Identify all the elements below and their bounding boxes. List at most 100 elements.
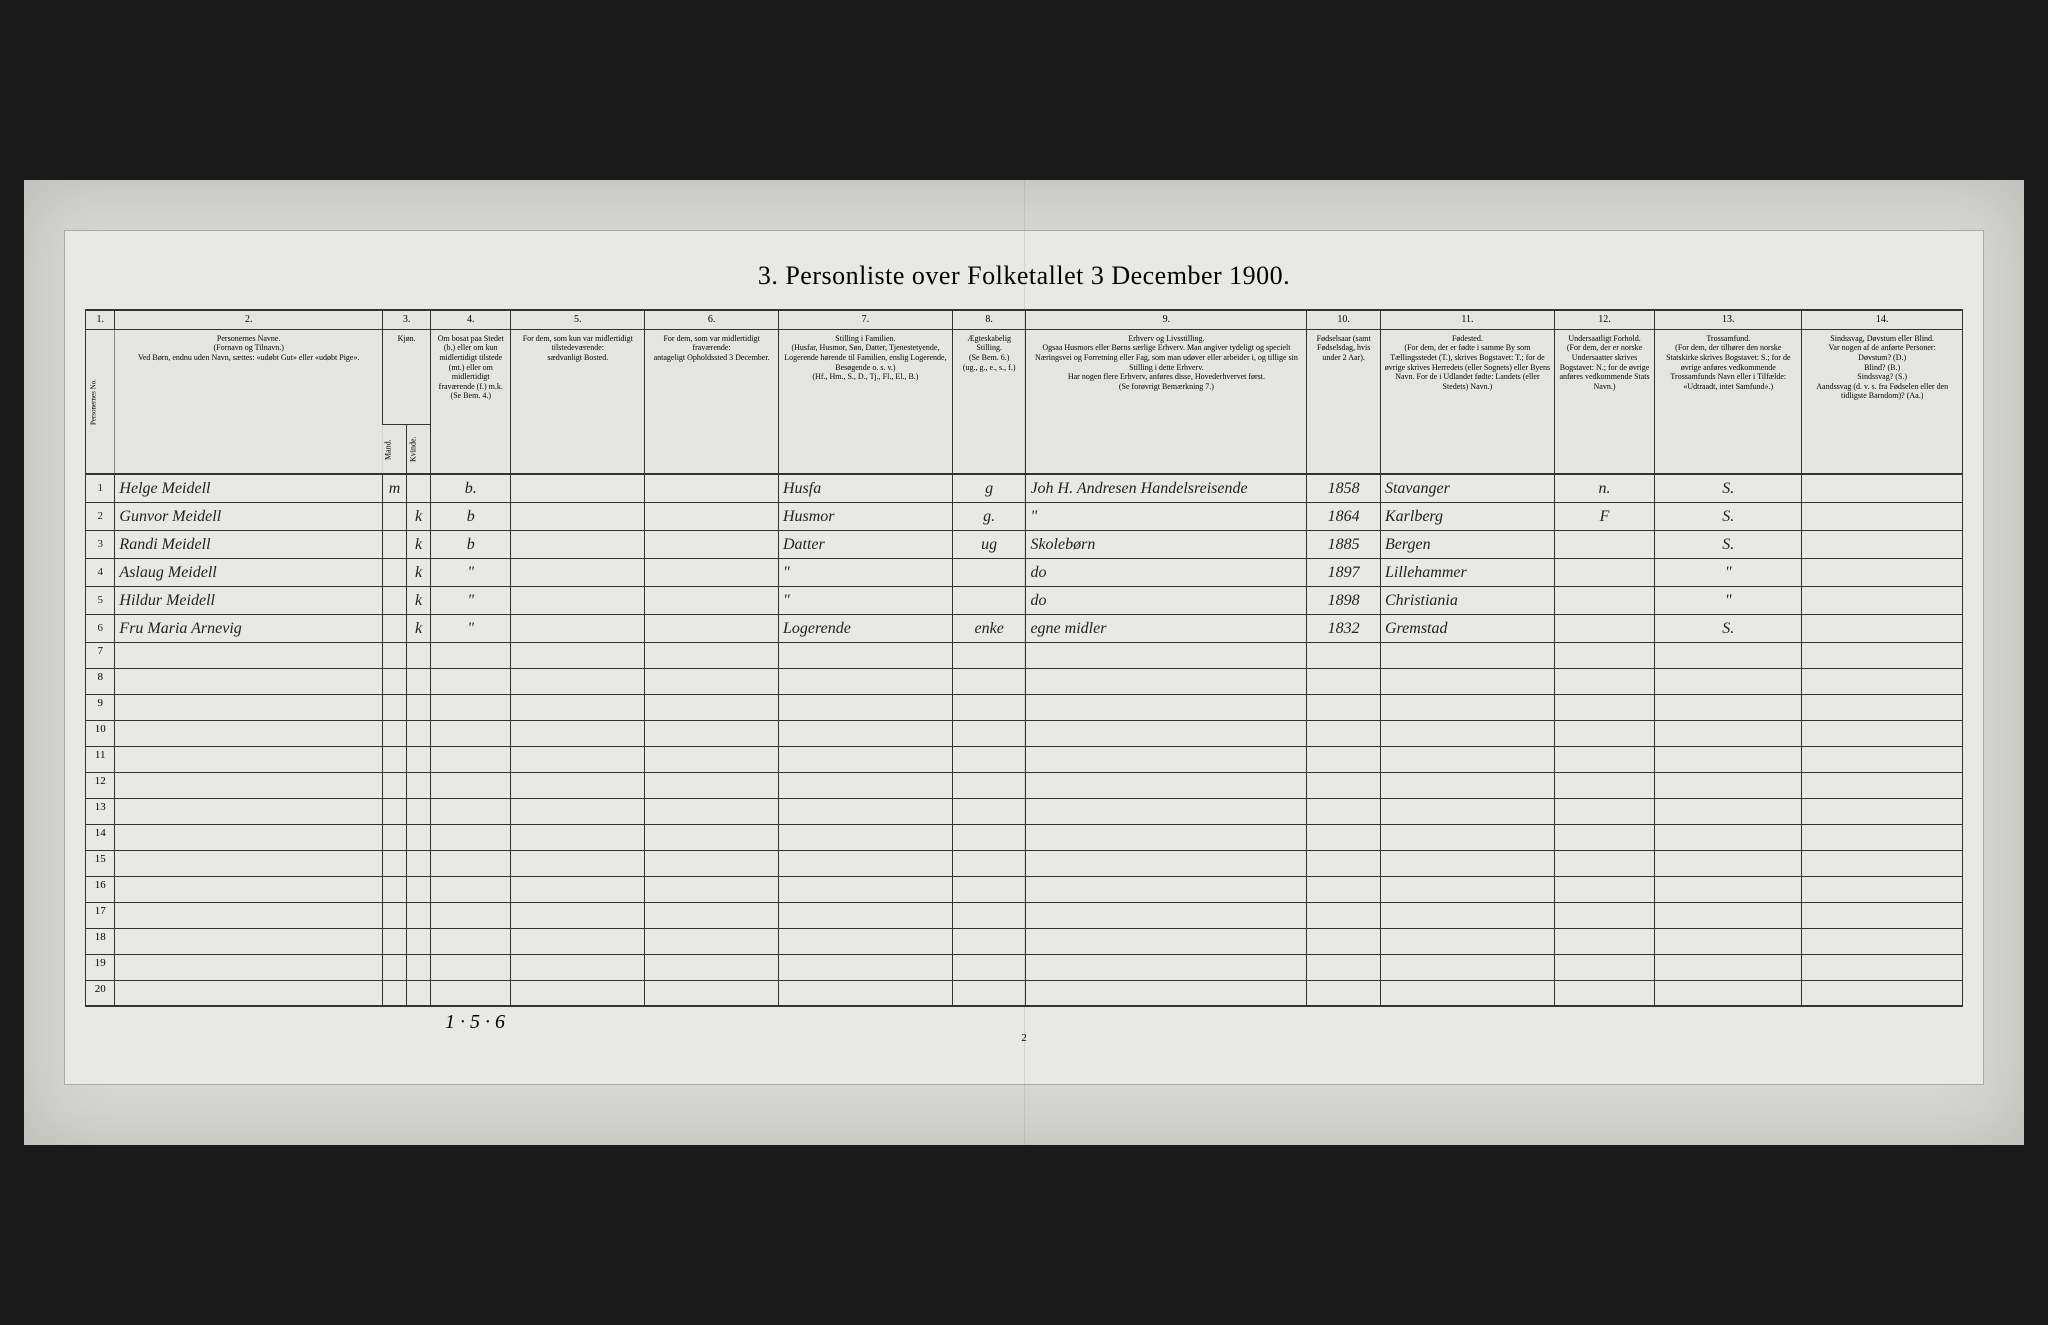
cell-empty [431,954,511,980]
cell-empty [952,694,1026,720]
cell-empty [511,642,645,668]
cell-num: 3 [86,530,115,558]
cell-empty [1802,694,1963,720]
cell-birthplace: Christiania [1380,586,1554,614]
cell-temp-pres [511,502,645,530]
cell-empty [1307,772,1381,798]
cell-empty [1554,980,1654,1006]
cell-occupation: do [1026,586,1307,614]
cell-empty [1380,876,1554,902]
cell-empty [952,928,1026,954]
cell-sex-k: k [407,530,431,558]
cell-empty [1554,642,1654,668]
cell-empty [1380,954,1554,980]
cell-empty [1307,694,1381,720]
cell-sex-m [382,502,406,530]
cell-empty [952,720,1026,746]
cell-num: 19 [86,954,115,980]
header-marital: Ægteskabelig Stilling. (Se Bem. 6.) (ug.… [952,329,1026,474]
cell-empty [407,980,431,1006]
cell-sex-k [407,474,431,502]
col-num-2: 2. [115,310,383,330]
cell-empty [1655,928,1802,954]
cell-empty [407,772,431,798]
cell-empty [407,798,431,824]
cell-empty [1802,798,1963,824]
cell-empty [952,850,1026,876]
cell-empty [778,668,952,694]
cell-empty [1380,720,1554,746]
cell-sex-k: k [407,558,431,586]
cell-empty [1655,902,1802,928]
cell-empty [1802,668,1963,694]
cell-empty [431,642,511,668]
cell-empty [511,824,645,850]
cell-empty [778,720,952,746]
cell-empty [778,694,952,720]
cell-disability [1802,502,1963,530]
cell-empty [115,876,383,902]
cell-empty [1026,954,1307,980]
cell-empty [407,668,431,694]
cell-empty [1026,720,1307,746]
cell-position: Husmor [778,502,952,530]
cell-empty [382,980,406,1006]
col-num-7: 7. [778,310,952,330]
cell-num: 12 [86,772,115,798]
cell-empty [407,694,431,720]
col-num-11: 11. [1380,310,1554,330]
scanned-page: 3. Personliste over Folketallet 3 Decemb… [24,180,2024,1146]
cell-disability [1802,586,1963,614]
cell-num: 2 [86,502,115,530]
cell-empty [1026,746,1307,772]
cell-empty [115,798,383,824]
cell-temp-pres [511,558,645,586]
cell-empty [407,928,431,954]
cell-empty [407,902,431,928]
col-num-5: 5. [511,310,645,330]
cell-empty [1802,772,1963,798]
cell-sex-k: k [407,586,431,614]
cell-empty [645,954,779,980]
cell-occupation: " [1026,502,1307,530]
cell-empty [645,642,779,668]
cell-empty [778,876,952,902]
col-num-3: 3. [382,310,430,330]
cell-empty [952,954,1026,980]
header-temp-present: For dem, som kun var midlertidigt tilste… [511,329,645,474]
cell-num: 15 [86,850,115,876]
col-num-1: 1. [86,310,115,330]
cell-empty [115,746,383,772]
cell-empty [511,928,645,954]
cell-empty [778,980,952,1006]
cell-empty [1802,850,1963,876]
cell-empty [1307,902,1381,928]
cell-empty [382,928,406,954]
cell-sex-m [382,558,406,586]
cell-marital: enke [952,614,1026,642]
cell-subject: F [1554,502,1654,530]
cell-empty [778,746,952,772]
cell-occupation: do [1026,558,1307,586]
cell-name: Gunvor Meidell [115,502,383,530]
cell-birth: 1864 [1307,502,1381,530]
cell-empty [1380,668,1554,694]
cell-empty [382,954,406,980]
cell-empty [1380,824,1554,850]
cell-occupation: egne midler [1026,614,1307,642]
cell-birthplace: Gremstad [1380,614,1554,642]
cell-num: 14 [86,824,115,850]
cell-empty [1026,902,1307,928]
header-sex-k: Kvinde. [407,424,431,474]
cell-empty [645,902,779,928]
cell-empty [1554,928,1654,954]
cell-empty [952,746,1026,772]
cell-empty [382,694,406,720]
cell-position: Husfa [778,474,952,502]
cell-empty [1554,902,1654,928]
cell-empty [1655,876,1802,902]
cell-empty [431,928,511,954]
cell-empty [1554,694,1654,720]
cell-empty [1380,928,1554,954]
cell-empty [407,746,431,772]
